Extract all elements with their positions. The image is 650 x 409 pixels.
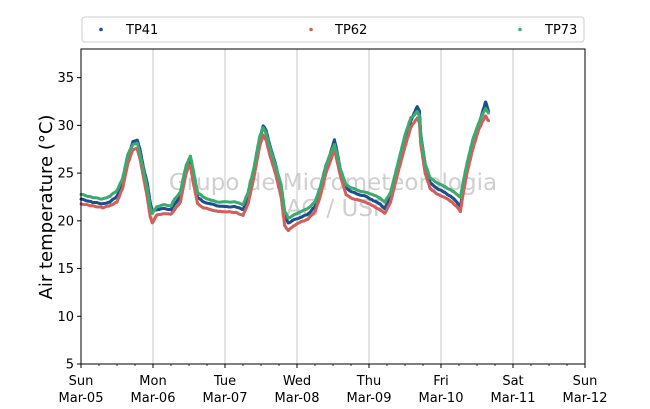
x-tick-label-day: Sun <box>573 374 598 389</box>
x-axis: Sun Mar-05 Mon Mar-06 Tue Mar-07 Wed Mar-08 Thu M… <box>59 364 608 406</box>
legend-label-tp73: TP73 <box>544 23 577 38</box>
x-tick-label-date: Mar-07 <box>203 391 248 406</box>
x-tick-label-date: Mar-10 <box>419 391 464 406</box>
data-series <box>79 100 491 233</box>
x-tick-label-date: Mar-12 <box>563 391 608 406</box>
x-tick-label-day: Mon <box>139 374 166 389</box>
y-tick-label: 25 <box>57 167 74 182</box>
x-tick-label-date: Mar-06 <box>131 391 176 406</box>
x-tick-label-day: Sun <box>69 374 94 389</box>
y-tick-label: 10 <box>57 310 74 325</box>
y-axis-title: Air temperature (°C) <box>36 115 57 300</box>
legend-marker-tp73 <box>518 27 522 32</box>
legend-label-tp41: TP41 <box>125 23 158 38</box>
data-point <box>487 119 491 123</box>
x-tick-label-date: Mar-05 <box>59 391 104 406</box>
legend-box <box>81 16 585 43</box>
x-tick-label-day: Tue <box>213 374 236 389</box>
y-axis: 5 10 15 20 25 30 35 <box>57 71 81 373</box>
watermark-line-1: Grupo de Micrometeorologia <box>169 170 497 196</box>
y-tick-label: 15 <box>57 262 74 277</box>
legend-marker-tp41 <box>99 27 103 32</box>
legend: TP41 TP62 TP73 <box>81 16 585 43</box>
data-point <box>487 111 491 115</box>
x-tick-label-date: Mar-08 <box>275 391 320 406</box>
legend-label-tp62: TP62 <box>334 23 367 38</box>
series-tp73 <box>79 107 491 220</box>
x-tick-label-day: Sat <box>502 374 523 389</box>
x-tick-label-date: Mar-11 <box>491 391 536 406</box>
y-tick-label: 35 <box>57 71 74 86</box>
x-tick-label-date: Mar-09 <box>347 391 392 406</box>
x-tick-label-day: Thu <box>356 374 381 389</box>
legend-marker-tp62 <box>309 27 313 32</box>
x-tick-label-day: Wed <box>283 374 311 389</box>
y-tick-label: 20 <box>57 214 74 229</box>
y-tick-label: 30 <box>57 119 74 134</box>
x-tick-label-day: Fri <box>433 374 449 389</box>
y-tick-label: 5 <box>66 358 74 373</box>
